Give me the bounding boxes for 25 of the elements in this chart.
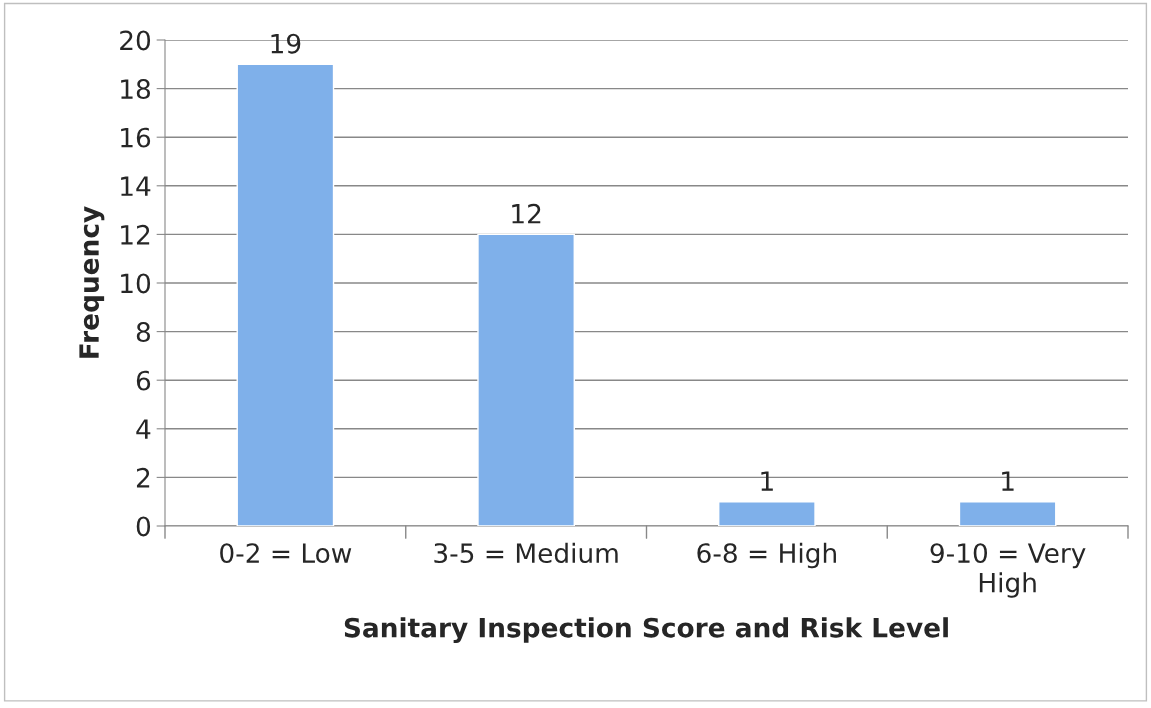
x-axis-title: Sanitary Inspection Score and Risk Level bbox=[344, 617, 948, 643]
y-tick-label: 18 bbox=[121, 79, 150, 99]
y-axis-title: Frequency bbox=[79, 206, 105, 358]
y-tick-label: 12 bbox=[121, 224, 150, 245]
bar bbox=[958, 501, 1057, 526]
x-tick-label: 0-2 = Low bbox=[220, 543, 352, 564]
y-tick-label: 4 bbox=[136, 419, 151, 439]
y-tick-label: 20 bbox=[120, 30, 151, 51]
y-tick-label: 0 bbox=[136, 516, 151, 537]
data-label: 1 bbox=[1002, 471, 1014, 491]
y-tick-label: 8 bbox=[136, 322, 150, 342]
data-label: 19 bbox=[271, 33, 301, 54]
bar bbox=[718, 501, 816, 526]
bar bbox=[477, 233, 575, 526]
data-label: 1 bbox=[761, 471, 773, 491]
y-tick-label: 2 bbox=[136, 467, 150, 488]
bar bbox=[236, 63, 335, 526]
x-tick-label: 3-5 = Medium bbox=[434, 542, 618, 564]
y-tick-label: 10 bbox=[121, 273, 151, 294]
x-tick-label: 9-10 = Very High bbox=[930, 543, 1086, 598]
y-tick-label: 6 bbox=[136, 370, 151, 391]
x-tick-label: 6-8 = High bbox=[697, 542, 836, 569]
y-tick-label: 14 bbox=[121, 176, 151, 196]
y-tick-label: 16 bbox=[121, 127, 151, 148]
data-label: 12 bbox=[512, 203, 541, 224]
